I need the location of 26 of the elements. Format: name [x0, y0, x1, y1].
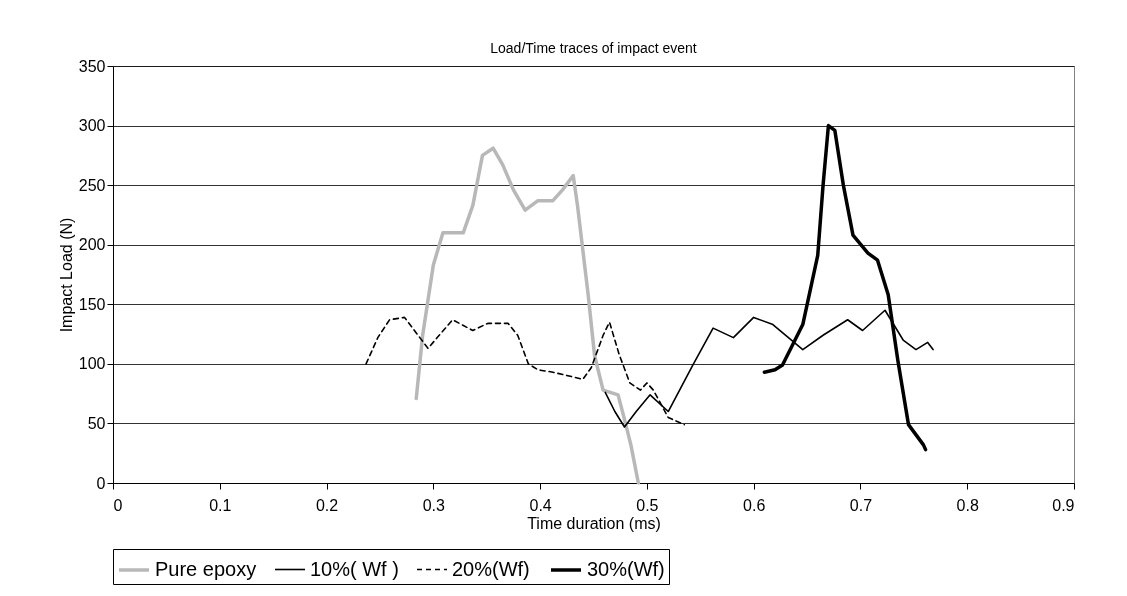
- x-tick-label: 0.3: [422, 496, 446, 514]
- y-tick-label: 350: [78, 57, 106, 75]
- line-series: [414, 146, 641, 485]
- x-tick-label: 0.7: [849, 496, 873, 514]
- chart-title: Load/Time traces of impact event: [490, 40, 697, 56]
- y-tick-label: 0: [96, 474, 106, 492]
- x-tick-label: 0.6: [743, 496, 766, 514]
- y-tick-label: 200: [78, 236, 106, 254]
- x-tick-label: 0.5: [636, 496, 659, 514]
- x-tick-label: 0.8: [956, 496, 979, 514]
- legend-label: Pure epoxy: [155, 558, 257, 580]
- y-tick-label: 150: [78, 295, 106, 313]
- x-tick-label: 0.1: [209, 496, 232, 514]
- y-tick-label: 300: [78, 117, 106, 135]
- y-tick-label: 50: [87, 414, 106, 432]
- x-axis-title: Time duration (ms): [527, 514, 661, 532]
- legend-label: 20%(Wf): [452, 557, 530, 580]
- x-tick-label: 0.9: [1052, 496, 1075, 514]
- x-tick-label: 0.4: [529, 496, 552, 514]
- legend-label: 10%( Wf ): [310, 557, 399, 580]
- x-tick-label: 0.2: [315, 496, 339, 514]
- y-tick-label: 100: [78, 355, 106, 373]
- legend-label: 30%(Wf): [587, 558, 665, 580]
- y-axis-title: Impact Load (N): [57, 217, 75, 333]
- x-tick-label: 0: [113, 496, 123, 514]
- y-tick-label: 250: [78, 176, 106, 194]
